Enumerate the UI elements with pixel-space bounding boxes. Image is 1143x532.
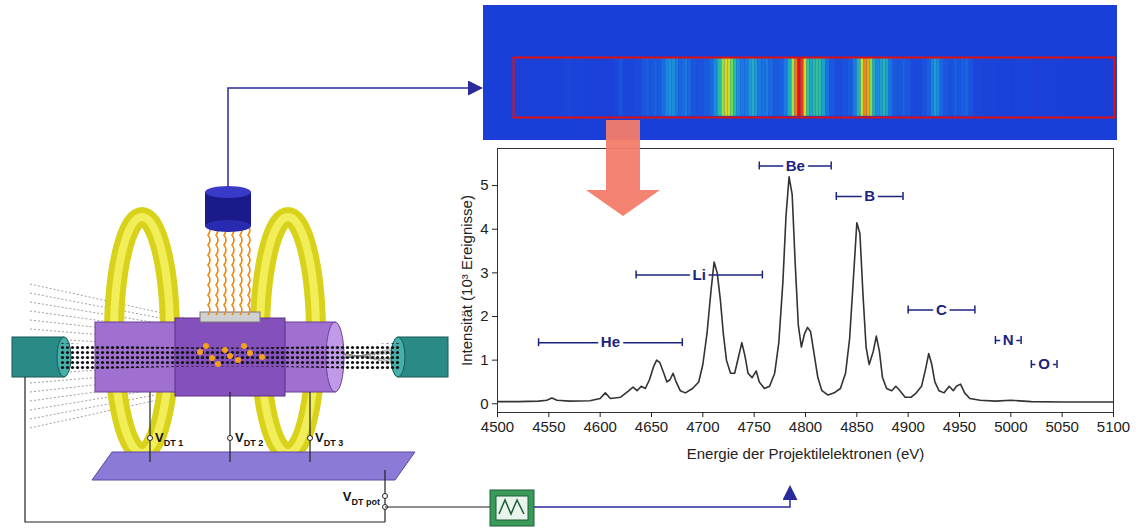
svg-text:4800: 4800 [789,418,822,435]
svg-text:VDT 2: VDT 2 [235,430,263,448]
svg-text:2: 2 [480,307,488,324]
svg-text:3: 3 [480,264,488,281]
svg-text:0: 0 [480,395,488,412]
svg-text:4650: 4650 [635,418,668,435]
svg-text:4550: 4550 [532,418,565,435]
svg-text:5100: 5100 [1097,418,1130,435]
svg-text:N: N [1003,331,1014,348]
svg-text:4600: 4600 [583,418,616,435]
svg-text:4700: 4700 [686,418,719,435]
svg-text:Energie der Projektilelektrone: Energie der Projektilelektronen (eV) [687,445,925,462]
svg-text:1: 1 [480,351,488,368]
svg-text:VDT 3: VDT 3 [315,430,343,448]
svg-text:4950: 4950 [943,418,976,435]
svg-text:4900: 4900 [891,418,924,435]
svg-text:4750: 4750 [737,418,770,435]
svg-text:He: He [601,333,620,350]
svg-text:4850: 4850 [840,418,873,435]
svg-text:Intensität (10³ Ereignisse): Intensität (10³ Ereignisse) [458,195,475,366]
svg-text:VDT pot: VDT pot [343,489,380,507]
svg-text:4: 4 [480,220,488,237]
svg-text:B: B [864,187,875,204]
svg-text:4500: 4500 [481,418,514,435]
svg-text:5050: 5050 [1045,418,1078,435]
svg-text:5000: 5000 [994,418,1027,435]
svg-text:C: C [936,301,947,318]
svg-text:5: 5 [480,176,488,193]
svg-text:Be: Be [786,157,805,174]
svg-text:O: O [1038,355,1050,372]
svg-text:VDT 1: VDT 1 [155,430,183,448]
svg-text:Li: Li [693,266,706,283]
